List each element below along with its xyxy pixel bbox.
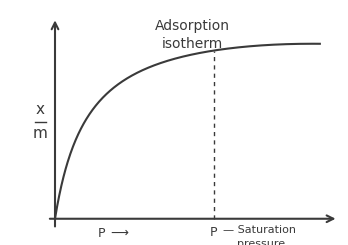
Text: x: x — [36, 102, 45, 117]
Text: — Saturation
    pressure: — Saturation pressure — [223, 225, 296, 245]
Text: P: P — [210, 226, 218, 239]
Text: Adsorption
isotherm: Adsorption isotherm — [155, 19, 230, 50]
Text: P $\longrightarrow$: P $\longrightarrow$ — [97, 227, 130, 240]
Text: m: m — [33, 126, 48, 141]
